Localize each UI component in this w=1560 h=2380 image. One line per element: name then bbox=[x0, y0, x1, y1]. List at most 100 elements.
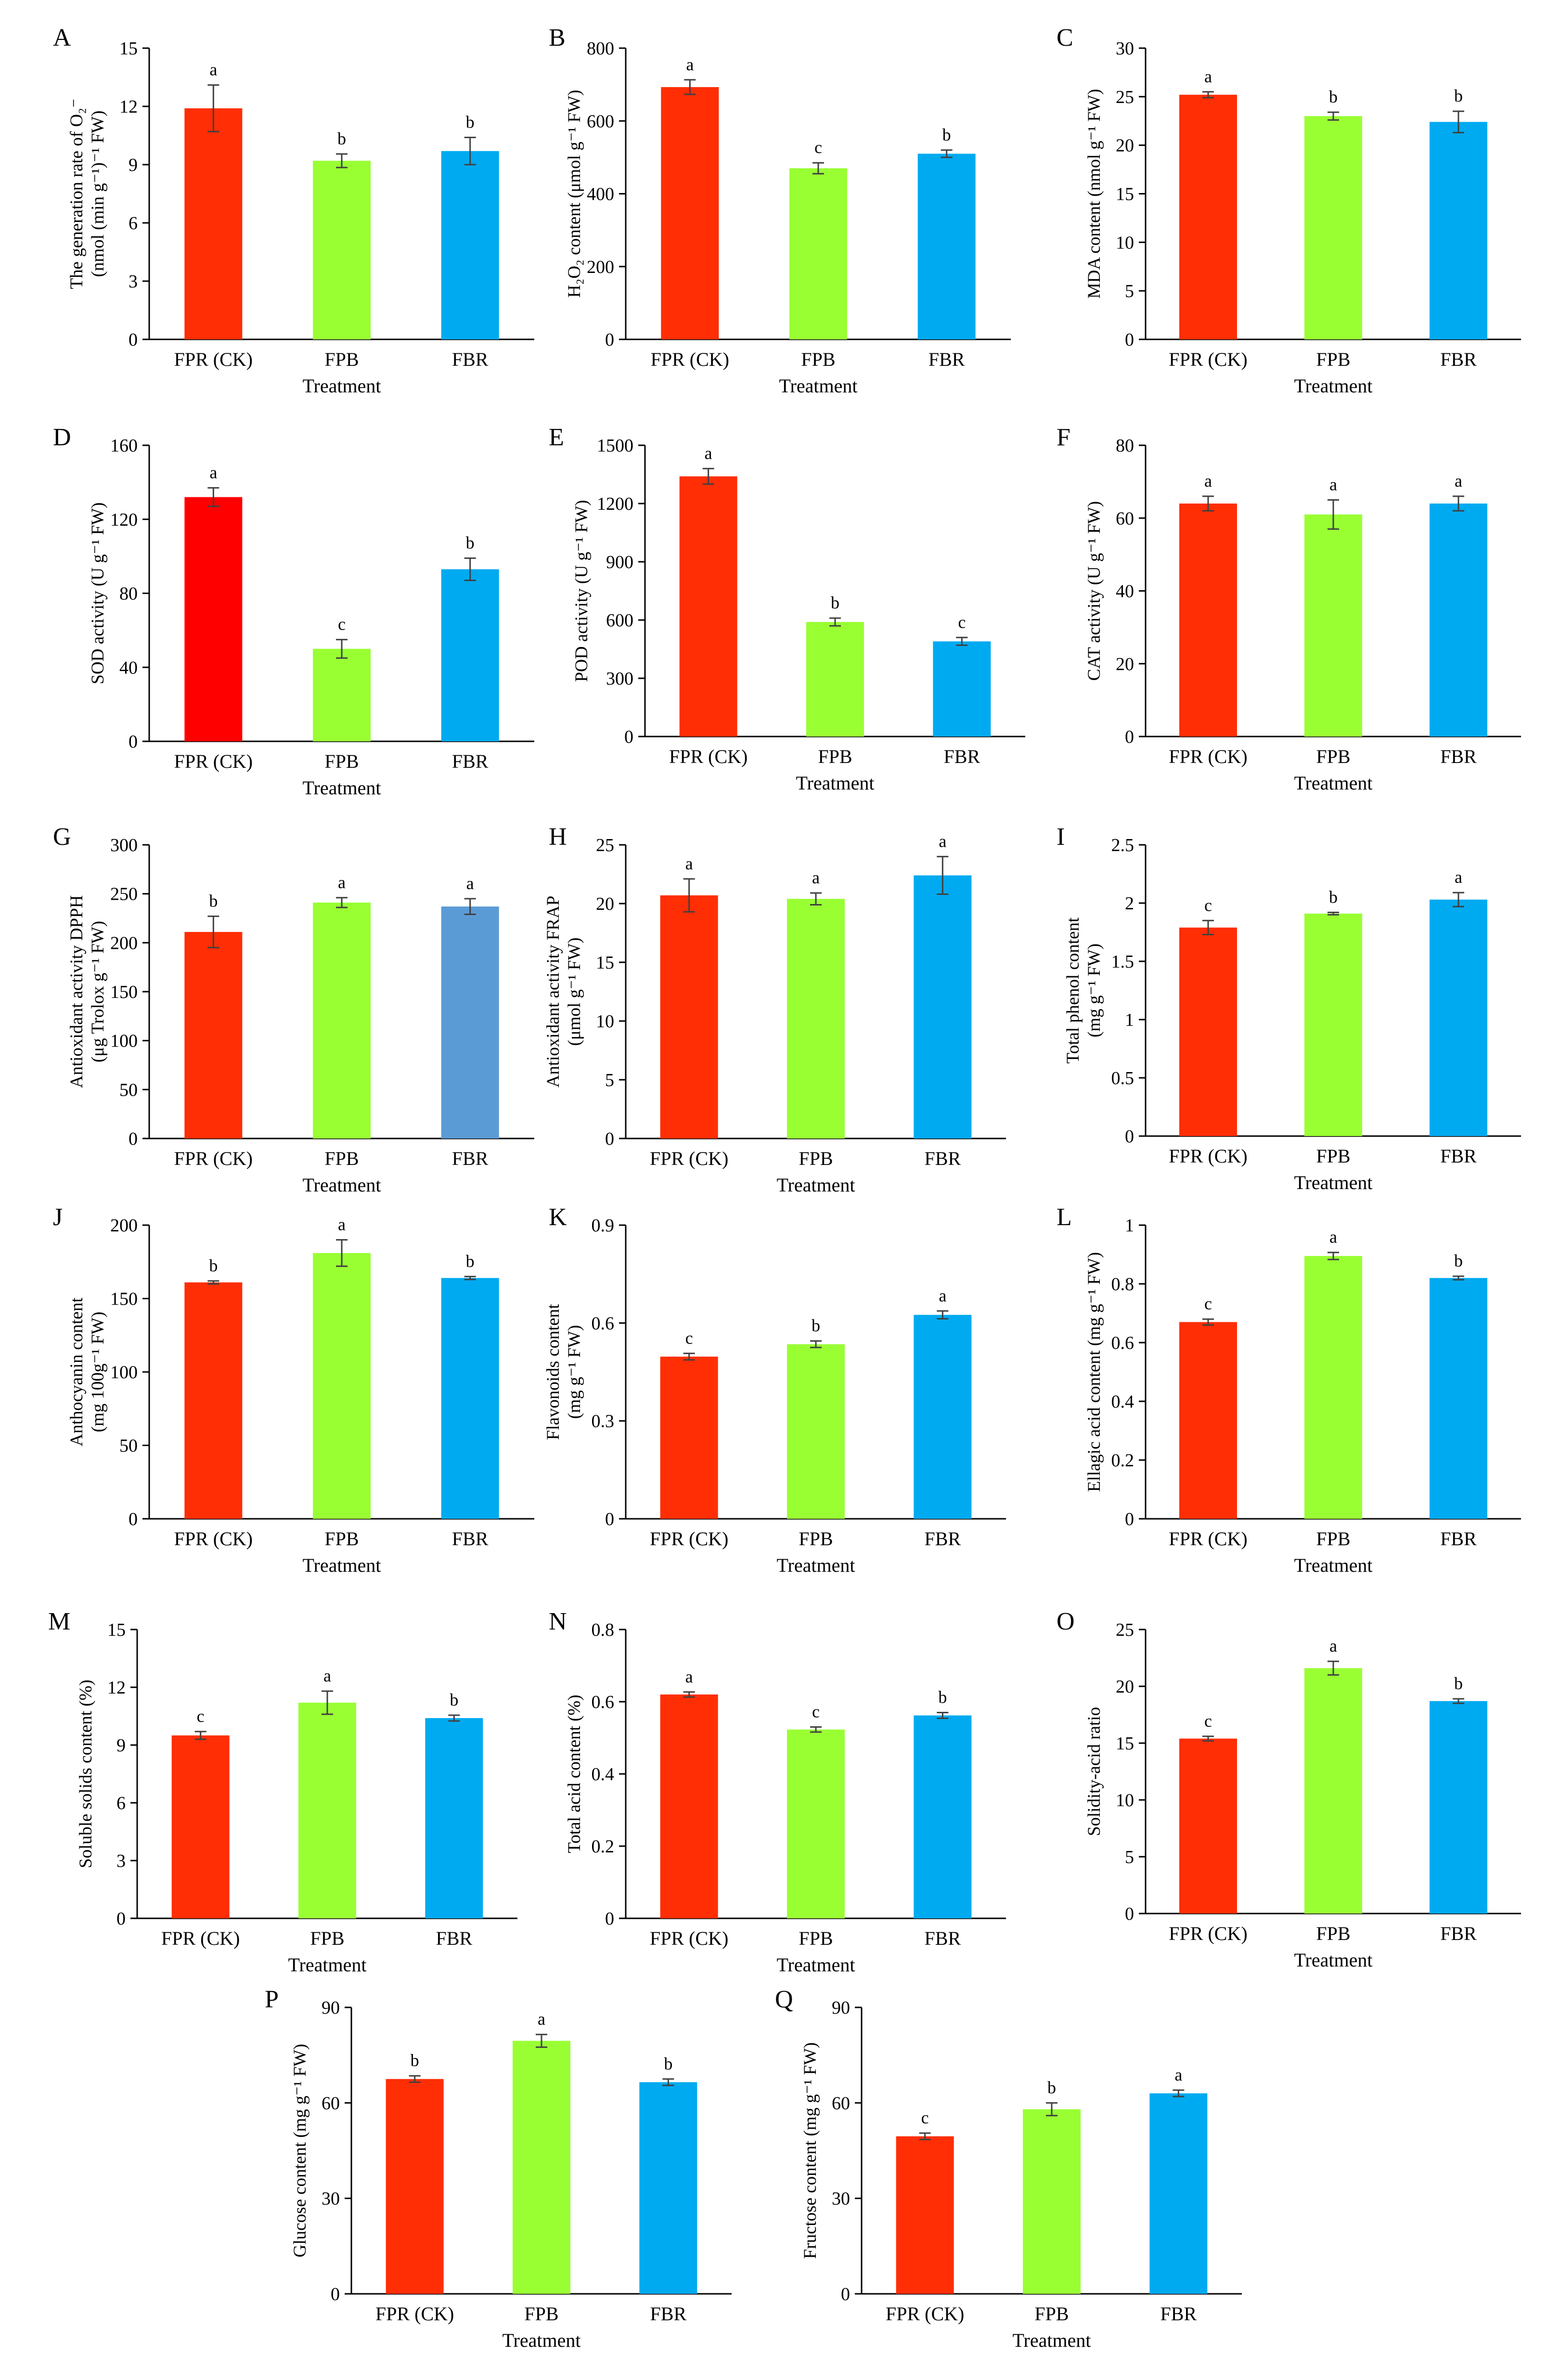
panel-g: G 0 50 100 150 200 250 300 Antioxidant activity … bbox=[53, 823, 534, 1196]
panel-n: N 0 0.2 0.4 0.6 0.8 Total acid content (%) a FPR… bbox=[549, 1608, 1006, 1976]
y-axis-label: (mg 100g⁻¹ FW) bbox=[88, 1312, 108, 1433]
y-tick-label: 25 bbox=[596, 835, 614, 855]
x-axis-label: Treatment bbox=[1294, 375, 1373, 397]
y-tick-label: 5 bbox=[1125, 281, 1134, 301]
bar-fpb bbox=[313, 160, 371, 339]
y-tick-label: 0 bbox=[1125, 330, 1134, 350]
y-tick-label: 800 bbox=[587, 39, 614, 59]
x-axis-label: Treatment bbox=[796, 772, 875, 794]
significance-letter: b bbox=[466, 113, 475, 132]
significance-letter: a bbox=[1329, 475, 1337, 494]
y-tick-label: 0.8 bbox=[1111, 1274, 1135, 1294]
y-tick-label: 600 bbox=[606, 610, 633, 631]
panel-m: M 0 3 6 9 12 15 Soluble solids content (%) c FPR … bbox=[48, 1608, 517, 1976]
panel-letter-j: J bbox=[53, 1203, 63, 1231]
y-tick-label: 12 bbox=[119, 97, 138, 117]
y-axis-label: (mg g⁻¹ FW) bbox=[565, 1325, 584, 1419]
x-axis-label: Treatment bbox=[777, 1174, 855, 1196]
significance-letter: b bbox=[466, 533, 475, 552]
panel-e: E 0 300 600 900 1200 1500 POD activity (U g⁻¹ F… bbox=[549, 424, 1025, 794]
bar-fpb bbox=[1304, 514, 1362, 737]
bar-fpb bbox=[313, 648, 371, 741]
x-category-label: FPR (CK) bbox=[174, 1528, 253, 1550]
x-category-label: FPB bbox=[1316, 1145, 1350, 1167]
panel-j: J 0 50 100 150 200 Anthocyanin content (mg 100g… bbox=[53, 1203, 534, 1576]
x-axis-label: Treatment bbox=[1294, 1172, 1373, 1193]
x-category-label: FPR (CK) bbox=[669, 746, 748, 767]
y-tick-label: 12 bbox=[107, 1678, 126, 1698]
y-axis-label: Anthocyanin content bbox=[67, 1297, 87, 1447]
bar-fpb bbox=[513, 2041, 570, 2294]
panel-letter-b: B bbox=[549, 24, 566, 52]
significance-letter: b bbox=[209, 1256, 218, 1275]
significance-letter: a bbox=[1204, 67, 1212, 86]
x-category-label: FBR bbox=[925, 1528, 961, 1550]
panel-a: A 0 3 6 9 12 15 The generation rate of O₂⁻ (nmol… bbox=[53, 24, 534, 397]
bar-fpr-ck bbox=[386, 2079, 444, 2294]
x-category-label: FPR (CK) bbox=[650, 1528, 728, 1550]
y-tick-label: 40 bbox=[1116, 582, 1134, 602]
y-tick-label: 1 bbox=[1125, 1010, 1134, 1030]
bar-fpr-ck bbox=[1179, 94, 1237, 340]
y-tick-label: 2 bbox=[1125, 893, 1134, 914]
significance-letter: b bbox=[411, 2051, 419, 2070]
bar-fpb bbox=[806, 622, 864, 737]
y-axis-label: Flavonoids content bbox=[543, 1304, 563, 1440]
y-tick-label: 5 bbox=[1125, 1847, 1134, 1867]
significance-letter: c bbox=[197, 1707, 205, 1726]
x-category-label: FPB bbox=[799, 1528, 833, 1550]
y-tick-label: 20 bbox=[1116, 1677, 1134, 1697]
bar-fbr bbox=[917, 154, 976, 339]
bar-fpr-ck bbox=[1179, 1322, 1237, 1519]
y-tick-label: 0 bbox=[624, 727, 633, 747]
y-tick-label: 60 bbox=[322, 2093, 340, 2113]
x-category-label: FPB bbox=[1316, 746, 1350, 767]
y-tick-label: 20 bbox=[1116, 654, 1134, 674]
y-tick-label: 1500 bbox=[597, 436, 633, 456]
x-category-label: FPB bbox=[1034, 2303, 1069, 2325]
bar-fbr bbox=[441, 906, 499, 1138]
panel-d: D 0 40 80 120 160 SOD activity (U g⁻¹ FW) a FPR … bbox=[53, 424, 534, 799]
significance-letter: a bbox=[338, 873, 346, 892]
x-category-label: FPB bbox=[324, 1528, 359, 1550]
x-axis-label: Treatment bbox=[1294, 772, 1373, 794]
x-category-label: FPR (CK) bbox=[650, 1148, 728, 1169]
panel-p: P 0 30 60 90 Glucose content (mg g⁻¹ FW) b FPR … bbox=[265, 1986, 732, 2351]
significance-letter: b bbox=[1454, 1251, 1463, 1270]
y-tick-label: 20 bbox=[596, 894, 614, 914]
panel-letter-q: Q bbox=[775, 1986, 793, 2013]
significance-letter: c bbox=[812, 1702, 820, 1721]
bar-fpr-ck bbox=[171, 1735, 230, 1918]
y-tick-label: 80 bbox=[119, 584, 138, 604]
significance-letter: c bbox=[814, 138, 822, 157]
x-category-label: FPR (CK) bbox=[1169, 1528, 1247, 1550]
bar-fbr bbox=[425, 1718, 483, 1918]
bar-fbr bbox=[1430, 504, 1487, 737]
x-category-label: FBR bbox=[925, 1927, 961, 1949]
y-tick-label: 200 bbox=[587, 257, 614, 277]
y-axis-label: (mg g⁻¹ FW) bbox=[1084, 944, 1104, 1037]
bar-fbr bbox=[1430, 1701, 1487, 1914]
bar-fpb bbox=[313, 1253, 371, 1519]
bar-fpb bbox=[787, 1344, 845, 1519]
y-tick-label: 9 bbox=[129, 155, 138, 175]
y-tick-label: 90 bbox=[322, 1998, 340, 2018]
y-axis-label: Antioxidant activity FRAP bbox=[543, 896, 563, 1088]
x-category-label: FPR (CK) bbox=[174, 349, 253, 370]
bar-fpr-ck bbox=[1179, 927, 1237, 1136]
significance-letter: c bbox=[1204, 895, 1212, 915]
significance-letter: a bbox=[538, 2009, 545, 2029]
significance-letter: c bbox=[1204, 1711, 1212, 1731]
y-axis-label: Antioxidant activity DPPH bbox=[67, 895, 87, 1088]
significance-letter: a bbox=[705, 443, 712, 463]
significance-letter: c bbox=[685, 1328, 693, 1347]
significance-letter: b bbox=[1454, 86, 1463, 105]
y-axis-label: Ellagic acid content (mg g⁻¹ FW) bbox=[1084, 1252, 1104, 1492]
x-category-label: FBR bbox=[650, 2303, 687, 2325]
y-tick-label: 3 bbox=[129, 272, 138, 292]
y-tick-label: 200 bbox=[110, 933, 138, 953]
panel-letter-h: H bbox=[549, 823, 567, 851]
x-category-label: FPR (CK) bbox=[174, 1148, 253, 1169]
bar-fpb bbox=[1304, 1256, 1362, 1519]
